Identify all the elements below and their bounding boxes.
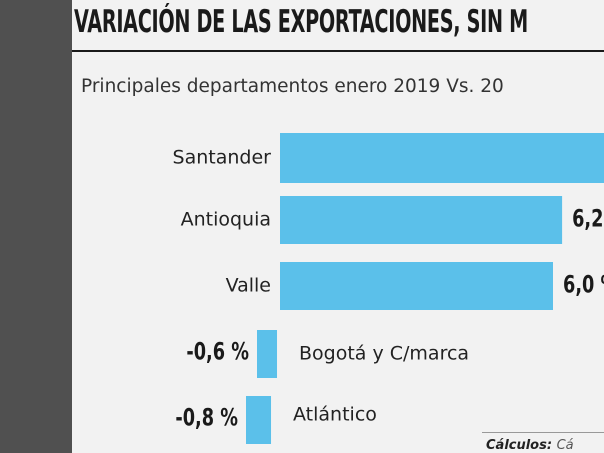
bar-bogota-y-c-marca — [257, 330, 278, 378]
bar-chart: Santander Antioquia 6,2 Valle 6,0 % Bogotá y … — [173, 133, 604, 444]
title-underline — [72, 50, 604, 52]
chart-panel: VARIACIÓN DE LAS EXPORTACIONES, SIN M Pr… — [72, 0, 604, 453]
chart-subtitle: Principales departamentos enero 2019 Vs.… — [81, 76, 504, 97]
chart-title: VARIACIÓN DE LAS EXPORTACIONES, SIN M — [74, 4, 528, 40]
footnote-label: Cálculos: — [486, 438, 553, 453]
category-label-santander: Santander — [173, 147, 272, 169]
category-label-bogota-y-c-marca: Bogotá y C/marca — [299, 343, 469, 365]
bar-valle — [280, 262, 553, 310]
category-label-valle: Valle — [226, 275, 271, 297]
bar-antioquia — [280, 196, 563, 244]
footnote: Cálculos: Cá — [486, 438, 574, 453]
category-label-antioquia: Antioquia — [181, 209, 271, 231]
category-label-atlantico: Atlántico — [293, 404, 377, 426]
bar-santander — [280, 133, 604, 183]
value-label-antioquia: 6,2 — [572, 206, 603, 233]
value-label-valle: 6,0 % — [563, 272, 604, 299]
value-label-atlantico: -0,8 % — [175, 405, 238, 432]
footnote-source: Cá — [556, 438, 574, 453]
footnote-rule — [482, 432, 604, 433]
value-label-bogota-y-c-marca: -0,6 % — [186, 339, 249, 366]
bar-atlantico — [246, 396, 272, 444]
